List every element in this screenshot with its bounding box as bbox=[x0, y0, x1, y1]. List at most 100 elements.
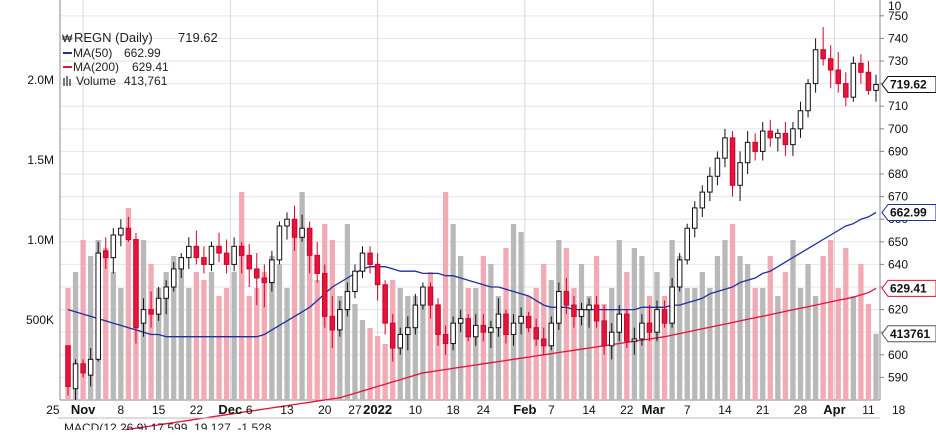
candle bbox=[133, 232, 139, 344]
candle-body bbox=[465, 318, 471, 338]
volume-bar bbox=[805, 264, 811, 400]
volume-tick-label: 1.0M bbox=[27, 233, 54, 247]
candle-body bbox=[601, 320, 607, 347]
volume-bar bbox=[367, 328, 373, 400]
candle-body bbox=[140, 309, 147, 324]
candle bbox=[465, 314, 471, 342]
candle-body bbox=[790, 128, 796, 146]
candle-body bbox=[654, 309, 660, 333]
candle bbox=[661, 300, 668, 328]
volume-bar bbox=[737, 256, 743, 400]
volume-bar bbox=[223, 288, 230, 400]
candle-body bbox=[427, 286, 434, 306]
day-axis-label: 25 bbox=[46, 403, 60, 417]
candle bbox=[201, 246, 207, 274]
volume-bar bbox=[216, 296, 222, 400]
candle-body bbox=[269, 259, 275, 283]
candle bbox=[722, 128, 728, 168]
candle-body bbox=[571, 304, 577, 317]
day-axis-label: 15 bbox=[152, 403, 166, 417]
candle-body bbox=[737, 162, 743, 186]
volume-bar bbox=[208, 272, 215, 400]
volume-value-tag-box bbox=[881, 325, 936, 343]
macd-label: MACD(12,26,9) 17.599, 19.127, -1.528 bbox=[64, 421, 272, 430]
ma200-price-tag-box bbox=[881, 279, 936, 297]
candle bbox=[231, 237, 237, 272]
price-tick-label: 590 bbox=[888, 370, 908, 384]
candle-body bbox=[110, 234, 117, 259]
candle bbox=[692, 201, 698, 238]
volume-bar bbox=[155, 288, 162, 400]
volume-legend-name: Volume bbox=[76, 74, 116, 88]
volume-bar bbox=[729, 224, 736, 400]
candle-body bbox=[457, 318, 464, 324]
candle-body bbox=[95, 252, 101, 360]
candle-icon: ₩ bbox=[62, 33, 73, 45]
price-tick-label: 640 bbox=[888, 257, 908, 271]
volume-bar bbox=[714, 256, 721, 400]
candle bbox=[442, 325, 449, 355]
volume-bar bbox=[72, 272, 79, 400]
candle bbox=[110, 228, 117, 274]
candle bbox=[367, 246, 373, 274]
volume-bar bbox=[65, 288, 71, 400]
volume-bar bbox=[858, 264, 864, 400]
candle bbox=[586, 298, 592, 328]
ma50-legend-name: MA(50) bbox=[73, 46, 112, 60]
candle bbox=[155, 287, 162, 321]
candle-body bbox=[865, 71, 872, 91]
candle bbox=[382, 280, 388, 335]
volume-bar bbox=[873, 333, 879, 400]
volume-bar bbox=[110, 272, 116, 400]
day-axis-label: 13 bbox=[280, 403, 294, 417]
volume-bar bbox=[820, 256, 826, 400]
volume-bar bbox=[752, 288, 758, 400]
volume-legend-row: Volume 413,761 bbox=[63, 74, 168, 88]
day-axis-label: 22 bbox=[620, 403, 634, 417]
ma200-price-tag-text: 629.41 bbox=[890, 281, 927, 295]
volume-tick-label: 500K bbox=[26, 313, 54, 327]
candle bbox=[163, 280, 169, 315]
candle bbox=[510, 314, 517, 346]
candle bbox=[254, 253, 260, 306]
volume-bar bbox=[835, 288, 841, 400]
candle bbox=[533, 318, 539, 346]
candle-body bbox=[72, 363, 79, 390]
day-axis-label: 8 bbox=[118, 403, 125, 417]
candle-body bbox=[155, 297, 162, 315]
candle bbox=[601, 305, 607, 355]
candle bbox=[170, 262, 177, 292]
candle bbox=[261, 264, 268, 308]
candle-body bbox=[661, 309, 668, 324]
volume-bar bbox=[495, 296, 502, 400]
candle-body bbox=[102, 250, 109, 259]
volume-bar bbox=[186, 288, 192, 400]
day-axis-label: 10 bbox=[409, 403, 423, 417]
candle bbox=[269, 250, 275, 292]
candle-body bbox=[329, 315, 336, 331]
price-tick-label: 670 bbox=[888, 190, 908, 204]
volume-tick-label: 1.5M bbox=[27, 153, 54, 167]
volume-bars-icon bbox=[63, 76, 71, 86]
volume-bar bbox=[382, 344, 388, 400]
candle-body bbox=[812, 49, 819, 85]
candle bbox=[646, 305, 653, 342]
candle-body bbox=[420, 286, 426, 306]
candle bbox=[767, 119, 774, 147]
candlesticks bbox=[65, 27, 879, 400]
price-tick-label: 680 bbox=[888, 167, 908, 181]
last-price-tag-text: 719.62 bbox=[890, 77, 927, 91]
volume-bar bbox=[231, 272, 237, 400]
volume-bar bbox=[661, 296, 668, 400]
candle-body bbox=[133, 239, 139, 329]
candle bbox=[480, 314, 487, 342]
candle-body bbox=[344, 291, 351, 311]
candle bbox=[223, 239, 230, 274]
chart-legend: ₩ REGN (Daily) 719.62 MA(50) 662.99 MA(2… bbox=[62, 30, 218, 88]
candle bbox=[208, 241, 215, 272]
candle bbox=[525, 311, 532, 333]
candle bbox=[518, 307, 524, 335]
month-axis-label: 2022 bbox=[363, 402, 392, 417]
candle-body bbox=[624, 313, 630, 342]
candle bbox=[314, 241, 320, 283]
